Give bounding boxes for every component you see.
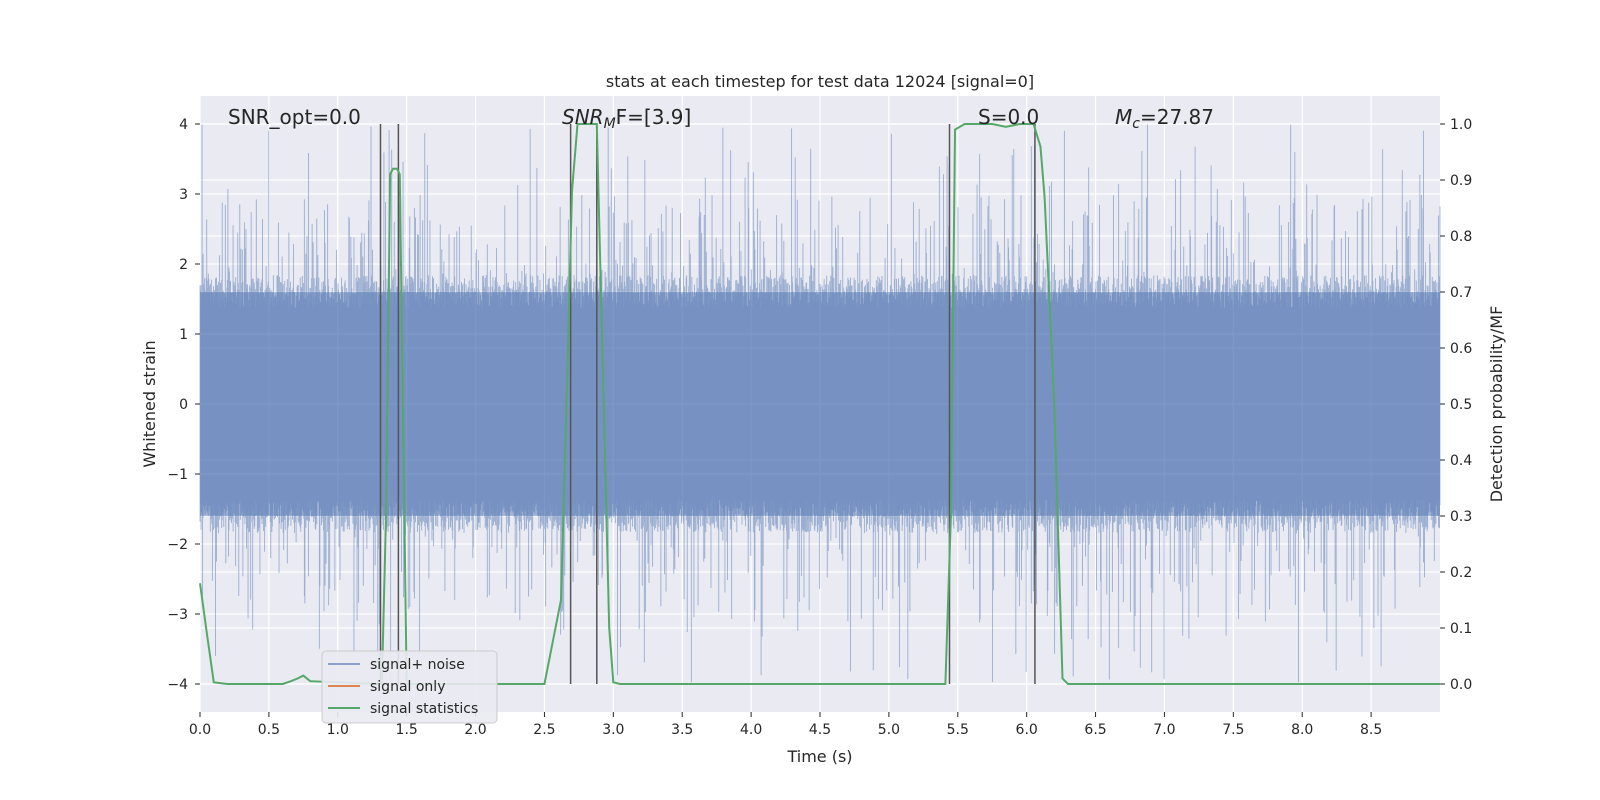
x-tick-label-3: 1.5 [396, 722, 418, 738]
y-left-tick-label-1: −3 [167, 607, 188, 623]
x-tick-label-1: 0.5 [258, 722, 280, 738]
annotation-snr-mf: SNRMF=[3.9] [562, 105, 691, 132]
y-right-tick-label-7: 0.7 [1450, 285, 1472, 301]
x-tick-label-4: 2.0 [464, 722, 486, 738]
y-right-tick-label-2: 0.2 [1450, 565, 1472, 581]
legend-label-signal-only: signal only [370, 679, 445, 695]
y-right-tick-label-8: 0.8 [1450, 229, 1472, 245]
y-axis-left-label: Whitened strain [140, 340, 159, 467]
x-tick-label-2: 1.0 [327, 722, 349, 738]
y-right-tick-label-9: 0.9 [1450, 173, 1472, 189]
y-right-tick-label-10: 1.0 [1450, 117, 1472, 133]
y-left-tick-label-0: −4 [167, 677, 188, 693]
y-left-tick-label-5: 1 [179, 327, 188, 343]
noise-series [199, 124, 1441, 683]
x-tick-label-6: 3.0 [602, 722, 624, 738]
annotation-s: S=0.0 [978, 105, 1039, 129]
x-tick-label-10: 5.0 [878, 722, 900, 738]
y-right-tick-label-4: 0.4 [1450, 453, 1472, 469]
x-tick-label-7: 3.5 [671, 722, 693, 738]
y-left-tick-label-2: −2 [167, 537, 188, 553]
annotation-snr-mf-value: F=[3.9] [616, 105, 692, 129]
y-left-tick-label-4: 0 [179, 397, 188, 413]
y-right-tick-label-3: 0.3 [1450, 509, 1472, 525]
legend: signal+ noise signal only signal statist… [321, 650, 498, 724]
y-right-tick-label-0: 0.0 [1450, 677, 1472, 693]
annotation-mc-base: M [1115, 105, 1132, 129]
legend-box [321, 650, 498, 724]
legend-label-signal-statistics: signal statistics [370, 701, 478, 717]
x-axis-label: Time (s) [786, 747, 852, 766]
y-right-tick-label-5: 0.5 [1450, 397, 1472, 413]
x-tick-label-12: 6.0 [1016, 722, 1038, 738]
x-tick-label-17: 8.5 [1360, 722, 1382, 738]
axes: 0.0 0.5 1.0 1.5 2.0 2.5 3.0 3.5 4.0 4.5 5.0 5.5 6.0 6… [167, 117, 1472, 738]
y-right-tick-label-1: 0.1 [1450, 621, 1472, 637]
y-left-tick-label-6: 2 [179, 257, 188, 273]
x-tick-label-15: 7.5 [1222, 722, 1244, 738]
x-tick-label-11: 5.5 [947, 722, 969, 738]
x-tick-label-8: 4.0 [740, 722, 762, 738]
y-axis-right-label: Detection probability/MF [1487, 306, 1506, 503]
signal-statistics-series [199, 123, 1440, 685]
x-tick-label-16: 8.0 [1291, 722, 1313, 738]
y-left-tick-label-7: 3 [179, 187, 188, 203]
signal-statistics-line [199, 123, 1440, 685]
x-tick-label-0: 0.0 [189, 722, 211, 738]
annotation-snr-mf-base: SNR [562, 105, 604, 129]
x-tick-label-9: 4.5 [809, 722, 831, 738]
y-left-tick-label-8: 4 [179, 117, 188, 133]
x-tick-label-13: 6.5 [1084, 722, 1106, 738]
x-tick-label-5: 2.5 [533, 722, 555, 738]
annotation-snr-mf-sub: M [604, 116, 616, 132]
x-tick-label-14: 7.0 [1153, 722, 1175, 738]
chart-title: stats at each timestep for test data 120… [606, 72, 1034, 91]
noise-core-band [200, 292, 1440, 516]
annotations: SNR_opt=0.0 SNRMF=[3.9] S=0.0 Mc=27.87 [228, 105, 1214, 132]
annotation-mc: Mc=27.87 [1115, 105, 1214, 132]
annotation-mc-sub: c [1132, 116, 1140, 132]
legend-label-signal-noise: signal+ noise [370, 657, 465, 673]
noise-trace [199, 124, 1441, 683]
y-right-tick-label-6: 0.6 [1450, 341, 1472, 357]
annotation-snr-opt: SNR_opt=0.0 [228, 105, 361, 129]
annotation-mc-value: =27.87 [1140, 105, 1214, 129]
y-left-tick-label-3: −1 [167, 467, 188, 483]
